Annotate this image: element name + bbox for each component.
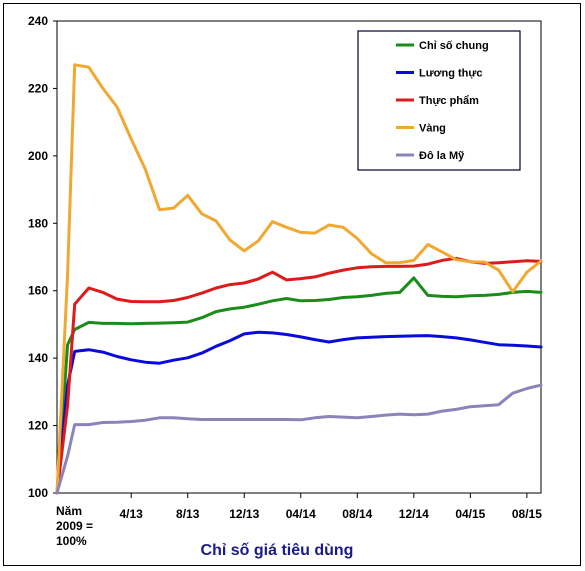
- y-tick-label: 220: [28, 81, 48, 95]
- legend-label: Thực phẩm: [419, 95, 479, 107]
- legend-label: Lương thực: [419, 68, 482, 80]
- x-tick-label: 04/14: [286, 507, 316, 521]
- series-line-3: [55, 256, 543, 495]
- x-base-label: 100%: [56, 534, 87, 548]
- y-tick-label: 240: [28, 14, 48, 28]
- x-axis-title: Chỉ số giá tiêu dùng: [201, 542, 354, 559]
- y-tick-label: 160: [28, 284, 48, 298]
- x-tick-label: 08/15: [512, 507, 542, 521]
- legend-label: Chỉ số chung: [419, 40, 489, 52]
- y-tick-label: 120: [28, 419, 48, 433]
- series-line-2: [55, 330, 543, 495]
- series-line-4: [55, 63, 543, 495]
- legend: Chỉ số chung Lương thực Thực phẩm Vàng Đô la…: [357, 30, 521, 171]
- x-tick-label: 12/13: [229, 507, 259, 521]
- legend-label: Vàng: [419, 123, 446, 135]
- x-tick-label: 4/13: [120, 507, 144, 521]
- legend-box: [357, 30, 521, 171]
- plot-area: [56, 20, 542, 494]
- legend-label: Đô la Mỹ: [419, 150, 465, 162]
- series-line-5: [55, 383, 543, 495]
- x-base-label: Năm: [56, 504, 82, 518]
- y-tick-label: 200: [28, 149, 48, 163]
- y-tick-label: 140: [28, 351, 48, 365]
- y-tick-label: 180: [28, 216, 48, 230]
- chart-frame: [3, 3, 581, 566]
- series-line-1: [55, 276, 543, 495]
- y-tick-label: 100: [28, 486, 48, 500]
- x-tick-label: 04/15: [455, 507, 485, 521]
- x-base-label: 2009 =: [56, 519, 93, 533]
- x-tick-label: 08/14: [342, 507, 372, 521]
- x-tick-label: 8/13: [176, 507, 200, 521]
- x-tick-label: 12/14: [399, 507, 429, 521]
